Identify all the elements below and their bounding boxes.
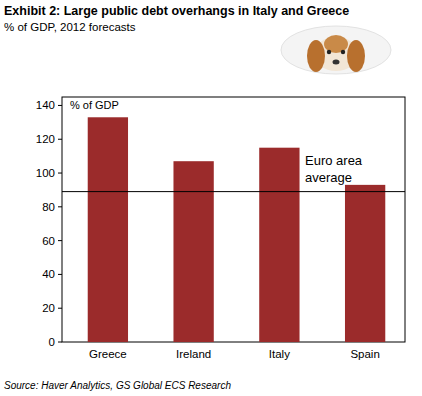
average-label: Euro area average <box>305 153 363 185</box>
y-tick-label: 40 <box>42 268 55 280</box>
plot-frame <box>62 97 405 342</box>
average-line <box>62 191 405 192</box>
average-label-line: average <box>305 170 352 185</box>
y-tick <box>58 105 62 106</box>
dog-ear <box>347 40 365 72</box>
title: Exhibit 2: Large public debt overhangs i… <box>4 4 349 18</box>
y-tick <box>58 173 62 174</box>
y-tick <box>58 274 62 275</box>
dog-ear <box>307 40 325 72</box>
dog-eye <box>341 50 345 54</box>
average-label-line: Euro area <box>305 153 363 168</box>
y-tick-label: 140 <box>36 99 55 111</box>
y-axis-label: % of GDP <box>70 99 119 111</box>
source: Source: Haver Analytics, GS Global ECS R… <box>4 380 231 391</box>
y-tick-label: 0 <box>49 336 55 348</box>
x-tick-label: Ireland <box>176 348 211 360</box>
cloud <box>281 26 391 74</box>
subtitle: % of GDP, 2012 forecasts <box>4 21 136 33</box>
bar <box>88 117 128 342</box>
dog-eye <box>327 50 331 54</box>
y-tick <box>58 308 62 309</box>
y-tick-label: 120 <box>36 133 55 145</box>
y-tick <box>58 139 62 140</box>
dog-nose <box>333 60 340 65</box>
x-tick-label: Spain <box>350 348 379 360</box>
bar <box>345 185 385 342</box>
y-tick-label: 80 <box>42 201 55 213</box>
y-tick <box>58 342 62 343</box>
bar <box>259 148 299 342</box>
dog-patch <box>324 35 348 53</box>
bars <box>62 117 405 342</box>
y-tick-label: 100 <box>36 167 55 179</box>
y-tick-label: 60 <box>42 235 55 247</box>
y-tick-label: 20 <box>42 302 55 314</box>
decoration <box>281 26 391 74</box>
y-tick <box>58 240 62 241</box>
y-tick <box>58 206 62 207</box>
chart: Exhibit 2: Large public debt overhangs i… <box>0 0 422 396</box>
bar <box>173 161 213 342</box>
x-tick-label: Italy <box>269 348 290 360</box>
x-tick-label: Greece <box>89 348 127 360</box>
